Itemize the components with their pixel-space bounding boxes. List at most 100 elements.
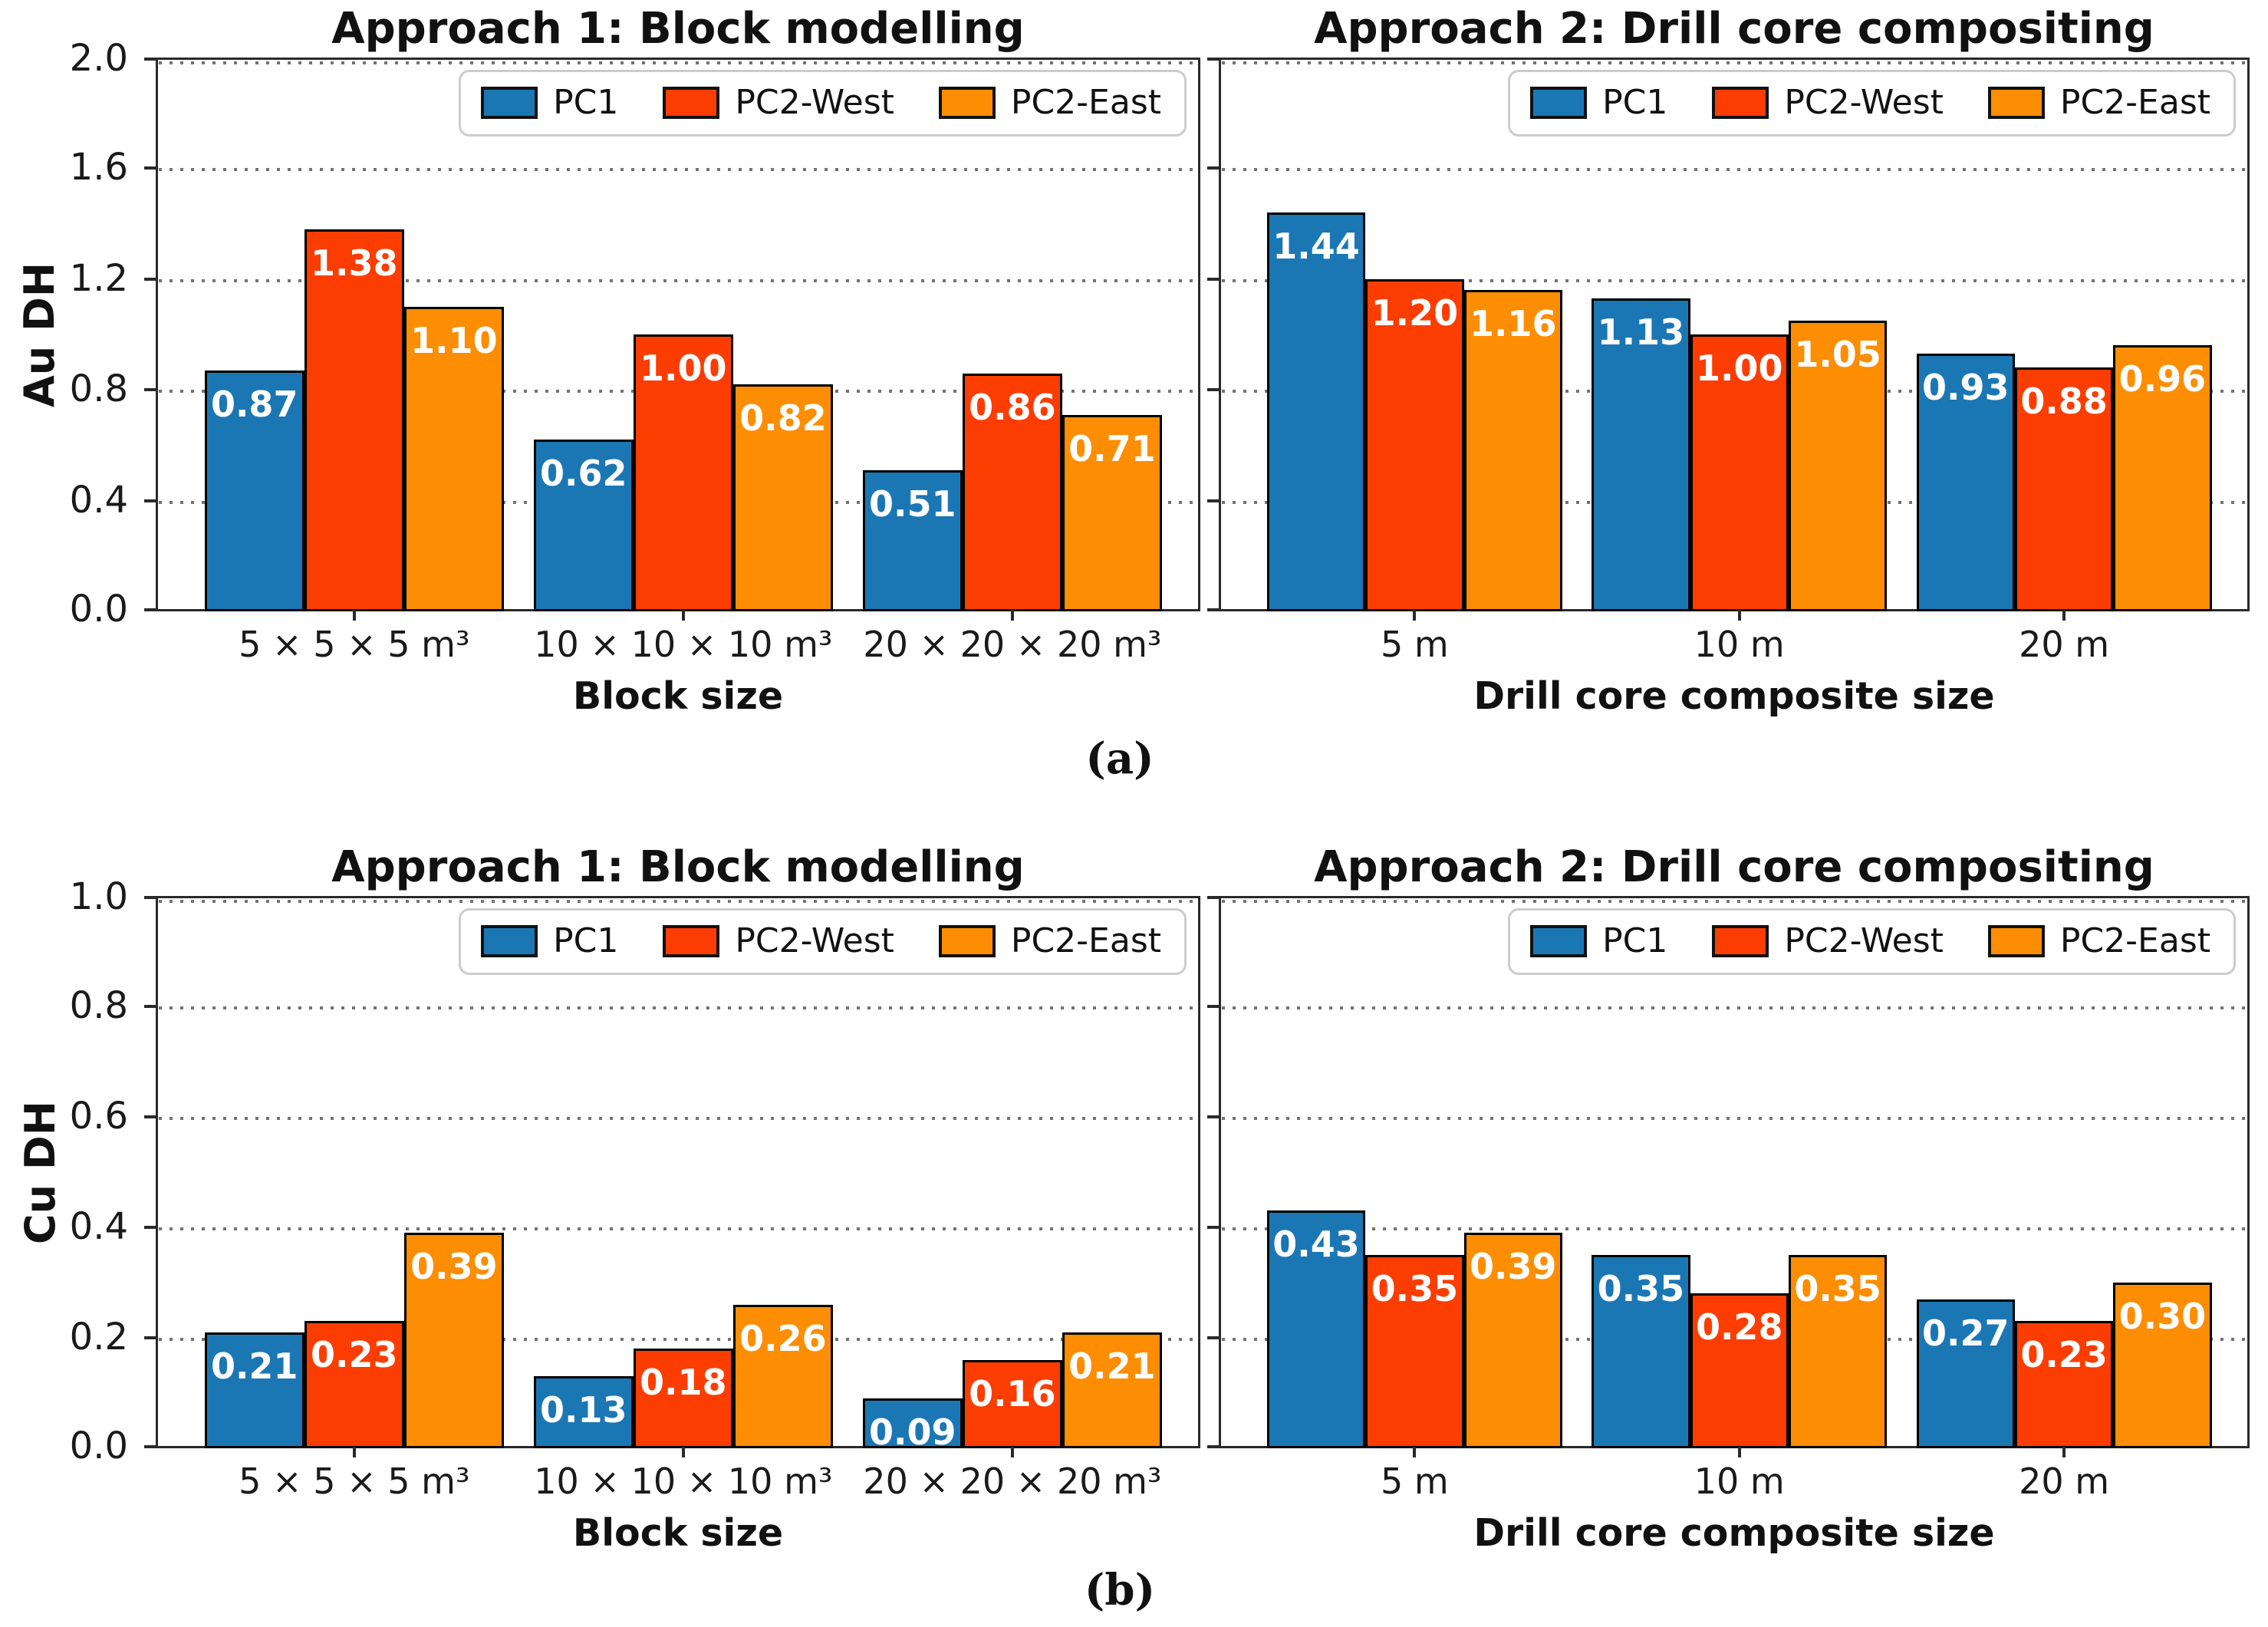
legend-label: PC1 (1602, 921, 1668, 960)
bar-pc1: 1.13 (1592, 298, 1690, 611)
bar-value-label: 0.93 (1921, 367, 2010, 409)
bar-pc2-west: 1.38 (304, 229, 404, 611)
x-tick-label: 5 m (1381, 1461, 1449, 1502)
gridline (159, 1006, 1197, 1009)
x-axis-title: Block size (572, 1511, 784, 1555)
x-tick-mark (1010, 610, 1014, 621)
y-tick-mark (144, 1226, 156, 1229)
legend-label: PC2-West (1784, 921, 1944, 960)
bar-value-label: 0.09 (869, 1411, 956, 1454)
bar-value-label: 0.71 (1068, 427, 1156, 469)
spine-right (1198, 896, 1200, 1448)
bar-pc1: 0.51 (862, 469, 963, 611)
legend-label: PC2-West (735, 921, 894, 960)
bar-value-label: 0.88 (2020, 380, 2108, 423)
x-tick-label: 10 m (1694, 1461, 1785, 1502)
bar-pc2-east: 0.26 (732, 1304, 833, 1448)
legend-swatch-pc2-west (1712, 924, 1769, 957)
y-tick-mark (1207, 277, 1219, 281)
y-tick-mark (144, 1336, 156, 1339)
bar-value-label: 0.35 (1794, 1268, 1881, 1309)
spine-left (1219, 896, 1221, 1448)
gridline (159, 900, 1197, 903)
bar-value-label: 0.21 (1068, 1345, 1156, 1387)
y-tick-mark (1207, 58, 1219, 61)
legend: PC1 PC2-West PC2-East (1508, 70, 2236, 137)
bar-value-label: 0.16 (969, 1372, 1056, 1415)
bar-value-label: 1.10 (410, 319, 498, 361)
spine-left (156, 896, 158, 1448)
bar-value-label: 1.38 (311, 242, 398, 284)
legend-item-pc2-west: PC2-West (1712, 83, 1944, 122)
legend-swatch-pc2-east (1987, 924, 2045, 957)
bar-pc2-west: 0.28 (1690, 1293, 1789, 1448)
x-axis-title: Drill core composite size (1473, 674, 1995, 718)
bar-value-label: 1.13 (1597, 311, 1685, 354)
x-tick-label: 10 m (1694, 624, 1785, 665)
gridline (159, 1117, 1197, 1120)
x-tick-label: 20 × 20 × 20 m³ (863, 1461, 1162, 1502)
bar-pc1: 0.09 (862, 1398, 963, 1453)
legend-swatch-pc2-west (663, 86, 720, 119)
gridline (1222, 1006, 2247, 1009)
spine-right (1198, 58, 1200, 611)
legend-swatch-pc2-west (663, 924, 720, 957)
legend-item-pc2-east: PC2-East (938, 83, 1161, 122)
bar-value-label: 0.82 (739, 397, 827, 439)
bar-pc2-east: 1.10 (403, 306, 504, 611)
chart-title: Approach 1: Block modelling (331, 4, 1025, 54)
y-tick-label: 2.0 (69, 37, 128, 80)
x-tick-mark (1413, 1447, 1417, 1457)
legend-item-pc2-east: PC2-East (938, 921, 1161, 960)
bar-pc1: 0.87 (204, 370, 304, 611)
spine-right (2247, 58, 2250, 611)
y-tick-mark (1207, 608, 1219, 611)
spine-top (156, 58, 1200, 60)
bar-value-label: 0.51 (869, 483, 956, 525)
y-tick-mark (144, 388, 156, 392)
y-axis-label-au: Au DH (9, 58, 71, 611)
bar-pc2-west: 1.00 (1690, 334, 1789, 611)
y-tick-label: 0.8 (69, 984, 128, 1027)
legend: PC1 PC2-West PC2-East (459, 908, 1187, 975)
bar-pc1: 0.13 (533, 1376, 634, 1448)
y-tick-label: 0.0 (69, 588, 128, 631)
bar-value-label: 1.44 (1272, 226, 1360, 268)
y-tick-mark (1207, 1115, 1219, 1118)
legend-item-pc2-east: PC2-East (1987, 921, 2210, 960)
y-axis-label-cu: Cu DH (9, 896, 71, 1448)
bar-value-label: 1.00 (1695, 347, 1783, 389)
gridline (1222, 61, 2247, 64)
x-tick-mark (2062, 1447, 2066, 1457)
caption-a: (a) (1085, 733, 1154, 784)
bar-pc1: 0.43 (1266, 1210, 1366, 1448)
bar-value-label: 0.35 (1371, 1268, 1459, 1309)
legend: PC1 PC2-West PC2-East (459, 70, 1187, 137)
bar-pc2-east: 0.39 (403, 1233, 504, 1448)
spine-left (1219, 58, 1221, 611)
bar-value-label: 0.96 (2118, 358, 2207, 400)
bar-value-label: 0.13 (539, 1389, 627, 1431)
bar-pc2-east: 1.05 (1788, 320, 1888, 611)
bar-value-label: 1.00 (640, 347, 727, 389)
bar-value-label: 0.39 (1469, 1246, 1557, 1288)
x-tick-mark (1737, 1447, 1741, 1457)
legend-swatch-pc2-east (938, 86, 996, 119)
y-tick-mark (1207, 1005, 1219, 1008)
bar-pc2-east: 0.39 (1463, 1233, 1562, 1448)
legend-item-pc1: PC1 (481, 921, 618, 960)
y-tick-mark (1207, 1226, 1219, 1229)
chart-title: Approach 2: Drill core compositing (1314, 842, 2154, 892)
x-tick-label: 20 m (2019, 1461, 2110, 1502)
bar-pc2-east: 0.71 (1062, 414, 1162, 611)
bar-pc2-west: 0.18 (633, 1349, 733, 1448)
bar-value-label: 0.21 (210, 1345, 298, 1387)
spine-top (156, 896, 1200, 898)
y-tick-label: 0.4 (69, 478, 128, 522)
bar-value-label: 0.30 (2118, 1296, 2207, 1337)
bar-value-label: 1.16 (1469, 303, 1557, 345)
legend-label: PC2-East (2059, 921, 2210, 960)
legend-item-pc2-east: PC2-East (1987, 83, 2210, 122)
chart-panel-bottom-right: Approach 2: Drill core compositing 0.43 0.… (1207, 842, 2250, 1555)
